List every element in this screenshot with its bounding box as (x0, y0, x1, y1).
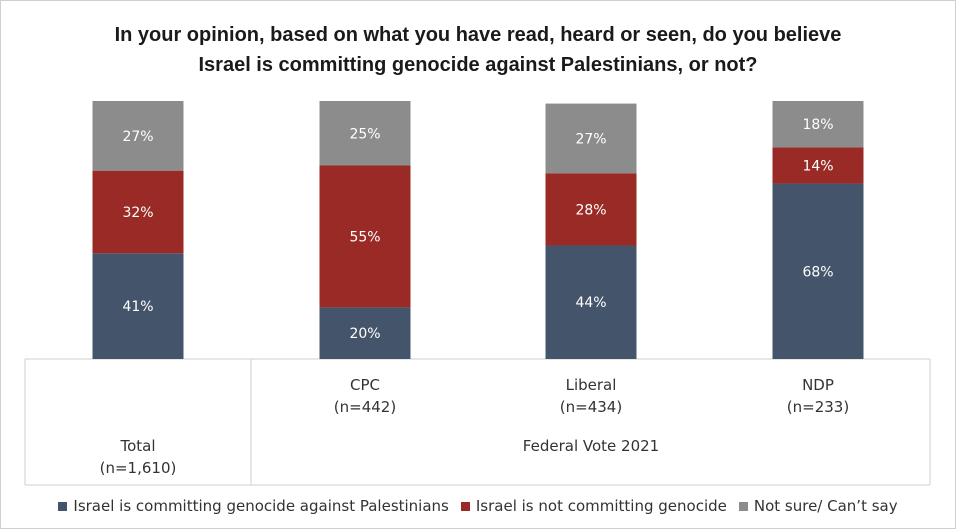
chart-title-line-2: Israel is committing genocide against Pa… (198, 54, 758, 76)
data-label-total-series-0: 41% (122, 299, 153, 315)
bar-liberal-series-0 (545, 245, 637, 359)
bar-total-series-1 (92, 170, 184, 254)
data-label-ndp-series-1: 14% (802, 159, 833, 175)
data-label-liberal-series-2: 27% (575, 131, 606, 147)
legend-swatch-not-sure (738, 501, 748, 511)
category-label-cpc: CPC (350, 376, 380, 394)
bar-liberal-series-1 (545, 173, 637, 246)
chart-title: In your opinion, based on what you have … (60, 20, 896, 80)
bar-cpc-series-2 (319, 101, 411, 166)
legend-swatch-committing (58, 501, 68, 511)
legend: Israel is committing genocide against Pa… (0, 497, 956, 515)
legend-item-not-committing: Israel is not committing genocide (460, 497, 727, 515)
data-label-cpc-series-2: 25% (349, 126, 380, 142)
data-label-cpc-series-1: 55% (349, 229, 380, 245)
category-n-liberal: (n=434) (560, 398, 622, 416)
data-label-ndp-series-2: 18% (802, 117, 833, 133)
legend-label-not-committing: Israel is not committing genocide (475, 497, 727, 515)
legend-item-not-sure: Not sure/ Can’t say (738, 497, 898, 515)
data-label-ndp-series-0: 68% (802, 264, 833, 280)
bar-ndp-series-2 (772, 101, 864, 148)
category-label-ndp: NDP (802, 376, 834, 394)
bar-ndp-series-1 (772, 147, 864, 184)
bar-cpc-series-1 (319, 165, 411, 308)
legend-item-committing: Israel is committing genocide against Pa… (58, 497, 449, 515)
stacked-bar-chart: 41% 32% 27% Total (n=1,610) 20% 55% 25% CPC (n=44… (24, 101, 931, 486)
data-label-liberal-series-1: 28% (575, 202, 606, 218)
legend-label-not-sure: Not sure/ Can’t say (753, 497, 898, 515)
bar-liberal-series-2 (545, 103, 637, 174)
group-label: Federal Vote 2021 (523, 437, 659, 455)
legend-label-committing: Israel is committing genocide against Pa… (73, 497, 449, 515)
bar-total-series-2 (92, 101, 184, 171)
chart-title-line-1: In your opinion, based on what you have … (114, 24, 842, 46)
category-n-total: (n=1,610) (100, 459, 177, 477)
category-label-liberal: Liberal (566, 376, 617, 394)
legend-swatch-not-committing (460, 501, 470, 511)
data-label-total-series-2: 27% (122, 129, 153, 145)
bar-total-series-0 (92, 253, 184, 359)
data-label-cpc-series-0: 20% (349, 326, 380, 342)
category-label-total: Total (119, 437, 155, 455)
data-label-liberal-series-0: 44% (575, 295, 606, 311)
category-n-ndp: (n=233) (787, 398, 849, 416)
bar-ndp-series-0 (772, 183, 864, 359)
category-n-cpc: (n=442) (334, 398, 396, 416)
data-label-total-series-1: 32% (122, 205, 153, 221)
bar-cpc-series-0 (319, 307, 411, 359)
